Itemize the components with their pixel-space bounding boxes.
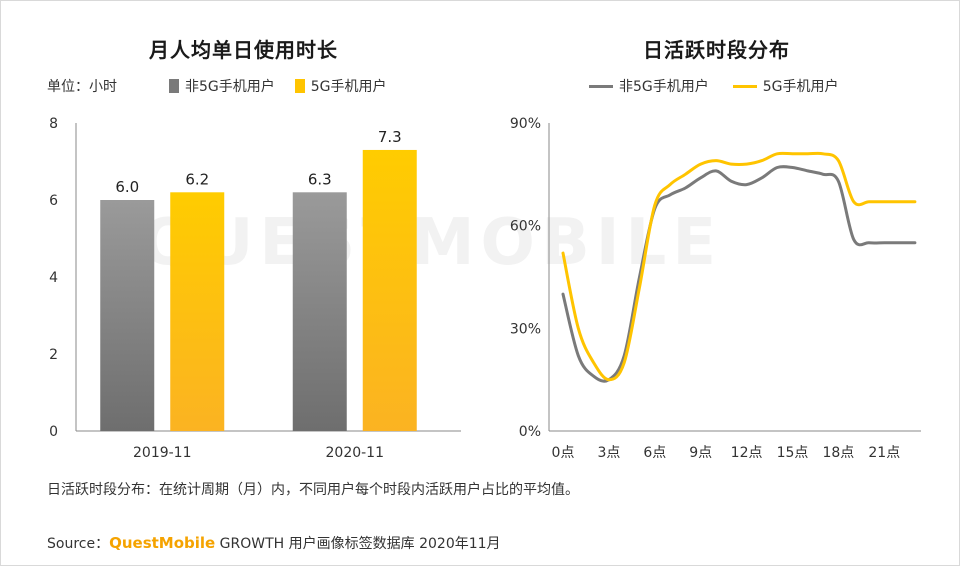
line-y-tick-label: 90% (510, 116, 541, 132)
line-x-tick-label: 3点 (597, 445, 620, 461)
legend-line-5g (732, 84, 757, 88)
bar-data-label: 6.3 (308, 170, 332, 188)
bar-data-label: 6.2 (185, 170, 209, 188)
legend-line-non5g (589, 84, 613, 88)
bar-x-tick-label: 2020-11 (326, 445, 385, 461)
bar-chart-legend: 非5G手机用户 5G手机用户 (169, 76, 387, 96)
source-line: Source：QuestMobile GROWTH 用户画像标签数据库 2020… (47, 533, 501, 553)
footnote: 日活跃时段分布：在统计周期（月）内，不同用户每个时段内活跃用户占比的平均值。 (47, 482, 579, 498)
line-x-tick-label: 15点 (777, 445, 809, 461)
line-x-tick-label: 12点 (731, 445, 763, 461)
line-chart-legend: 非5G手机用户 5G手机用户 (589, 76, 839, 96)
bar-y-tick-label: 2 (49, 347, 58, 363)
line-series-non5g (561, 165, 917, 383)
bar-data-label: 6.0 (115, 178, 139, 196)
legend-label-non5g: 非5G手机用户 (185, 79, 275, 95)
legend-label-5g: 5G手机用户 (310, 79, 387, 95)
legend-swatch-non5g (169, 79, 179, 93)
line-y-tick-label: 0% (519, 424, 541, 440)
bar-y-tick-label: 8 (49, 116, 58, 132)
bar-5g (362, 149, 417, 431)
bar-non5g (292, 192, 347, 431)
line-x-tick-label: 18点 (822, 445, 854, 461)
legend-label-non5g-line: 非5G手机用户 (619, 79, 709, 95)
source-brand: QuestMobile (109, 534, 216, 552)
bar-x-tick-label: 2019-11 (133, 445, 192, 461)
line-x-tick-label: 0点 (552, 445, 575, 461)
bar-chart-title: 月人均单日使用时长 (149, 38, 338, 62)
line-x-tick-label: 21点 (868, 445, 900, 461)
legend-label-5g-line: 5G手机用户 (762, 79, 839, 95)
line-series-5g (561, 151, 917, 382)
watermark: QUESTMOBILE (141, 206, 723, 280)
bar-non5g (100, 200, 155, 431)
legend-swatch-5g (294, 79, 305, 93)
source-prefix: Source： (47, 536, 110, 552)
bar-5g (170, 192, 225, 431)
line-y-tick-label: 30% (510, 321, 541, 337)
unit-label: 单位：小时 (47, 79, 117, 95)
line-x-tick-label: 9点 (689, 445, 712, 461)
bar-data-label: 7.3 (378, 128, 402, 146)
line-chart-title: 日活跃时段分布 (643, 38, 790, 62)
bar-y-tick-label: 4 (49, 270, 58, 286)
bar-y-tick-label: 0 (49, 424, 58, 440)
line-y-tick-label: 60% (510, 219, 541, 235)
bar-y-tick-label: 6 (49, 193, 58, 209)
line-x-tick-label: 6点 (643, 445, 666, 461)
source-suffix: GROWTH 用户画像标签数据库 2020年11月 (215, 536, 501, 552)
